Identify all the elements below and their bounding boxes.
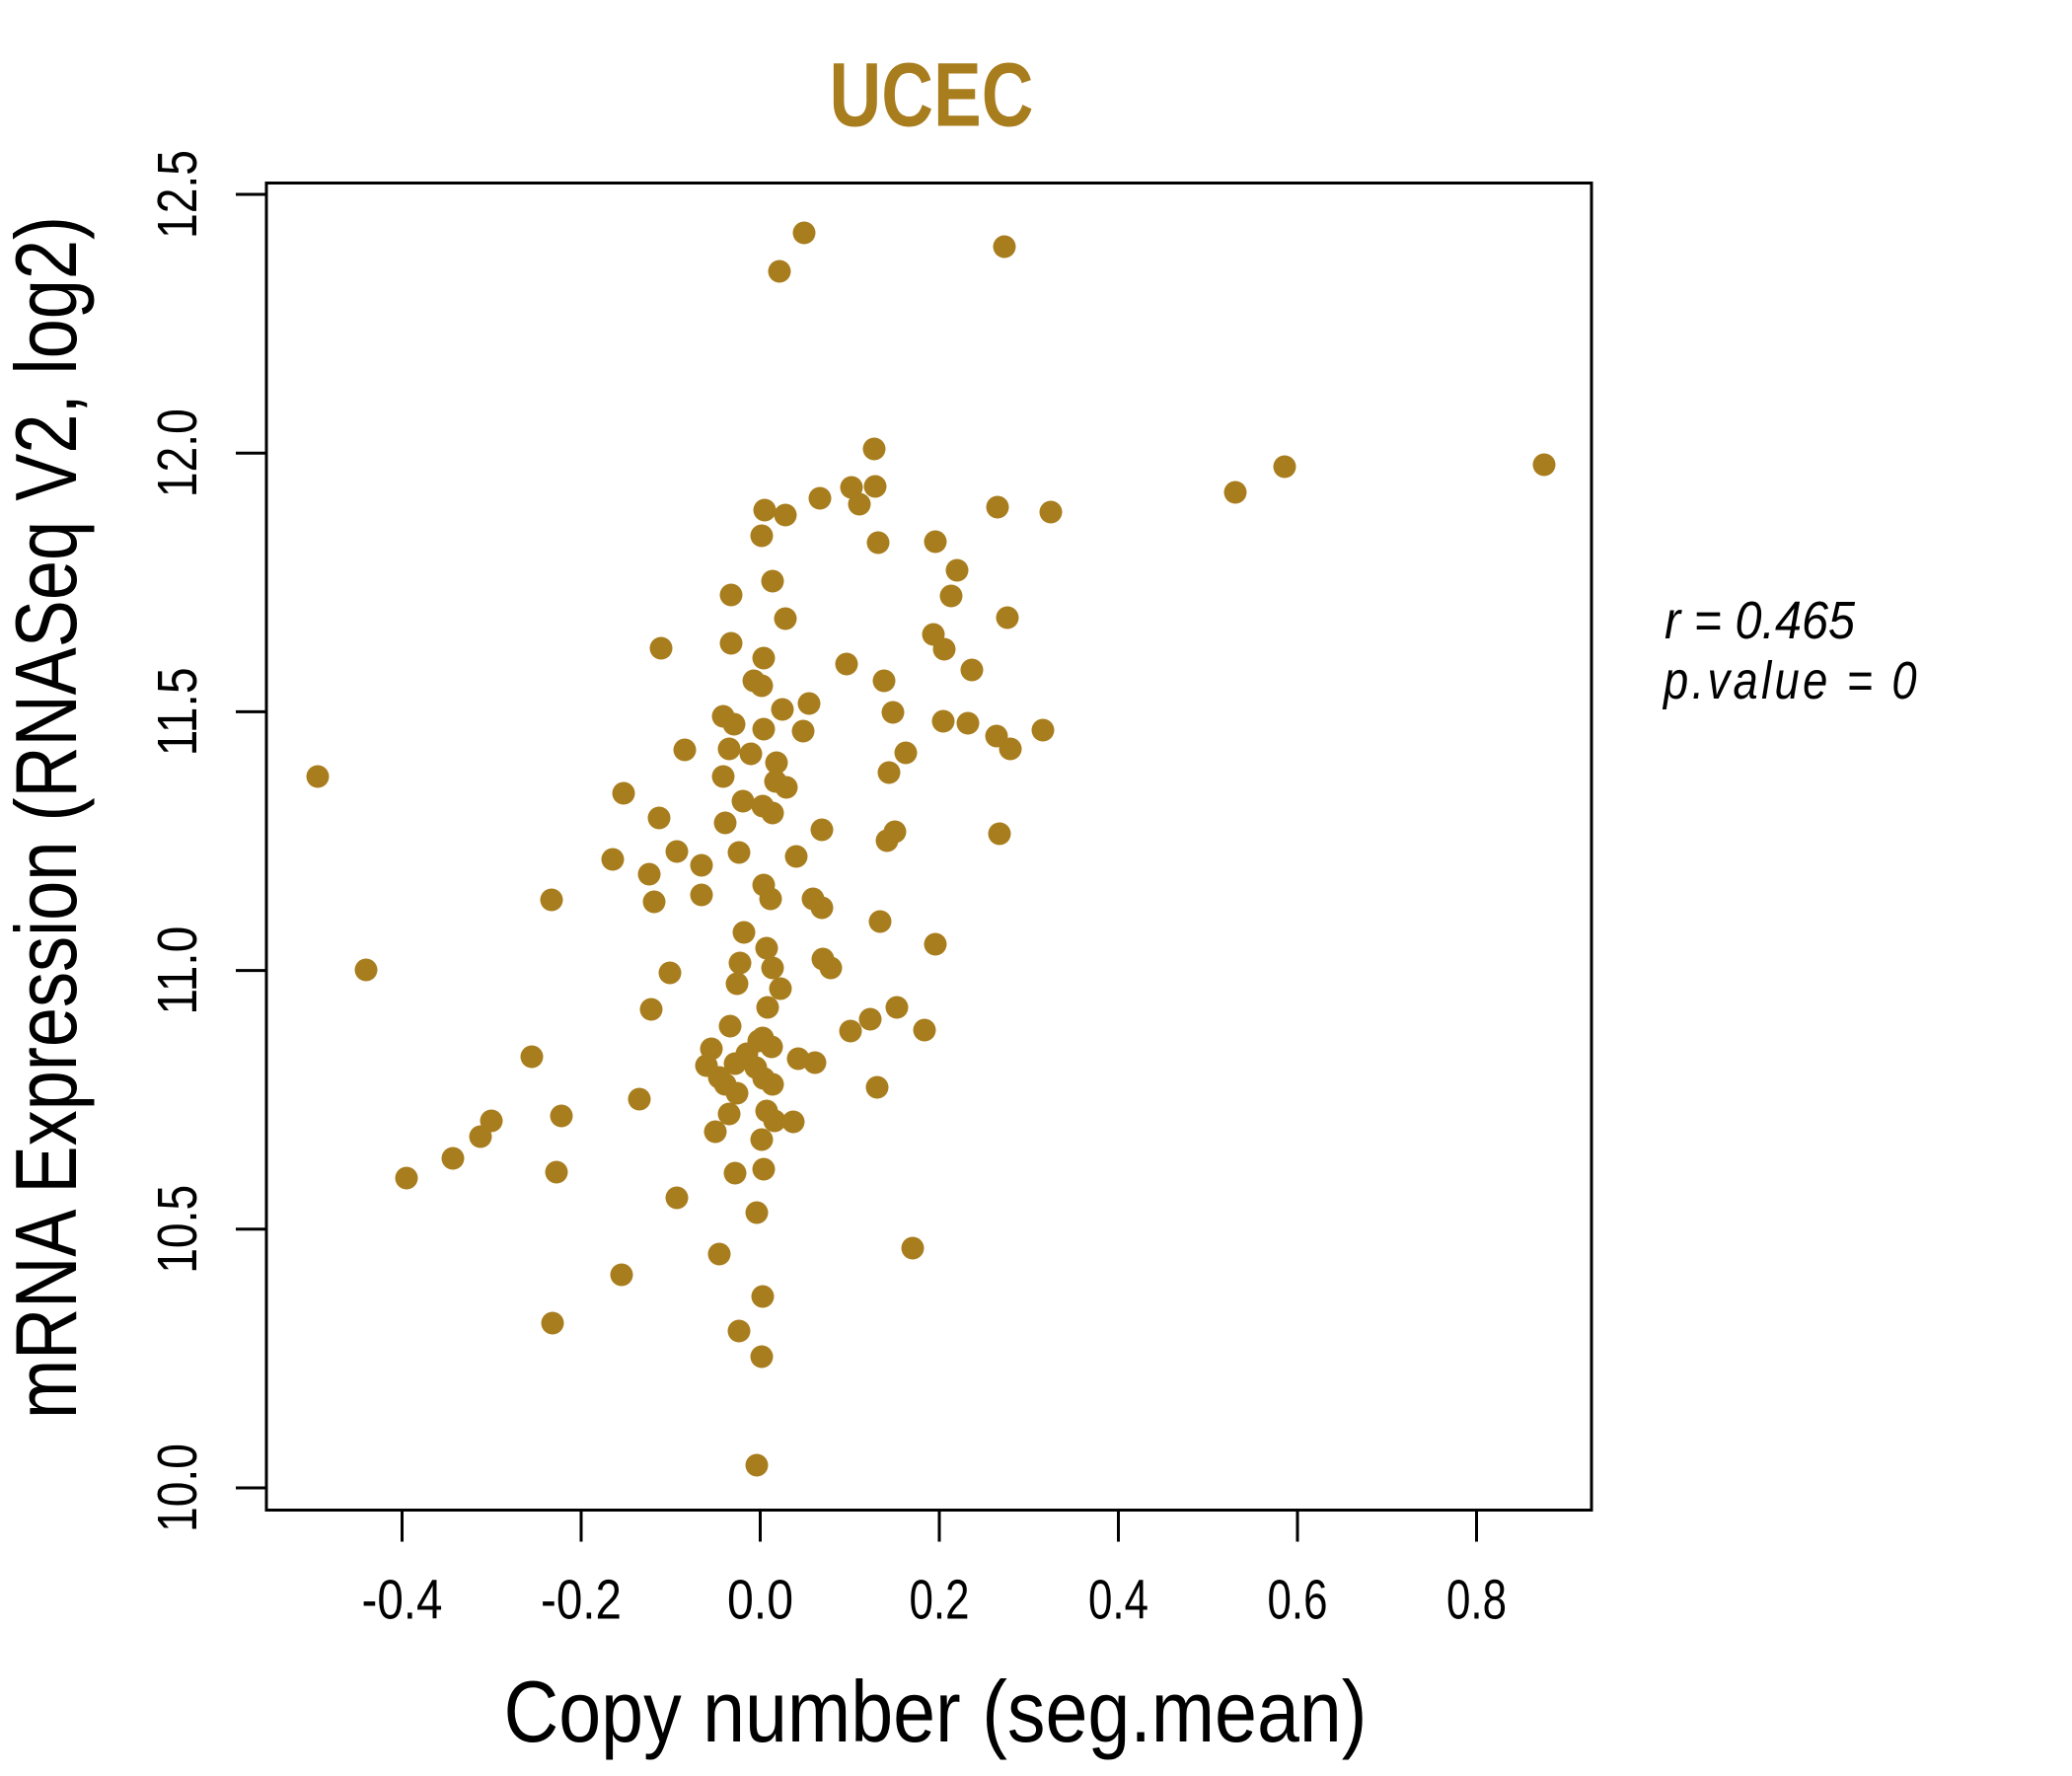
svg-text:0.8: 0.8 — [1446, 1569, 1507, 1632]
svg-text:p.value = 0: p.value = 0 — [1662, 651, 1920, 710]
svg-text:0.2: 0.2 — [910, 1569, 970, 1632]
svg-text:11.5: 11.5 — [146, 667, 209, 756]
svg-text:11.0: 11.0 — [146, 926, 209, 1015]
svg-text:0.6: 0.6 — [1268, 1569, 1328, 1632]
svg-text:12.0: 12.0 — [146, 408, 209, 497]
svg-text:0.0: 0.0 — [727, 1569, 793, 1632]
svg-text:mRNA Expression (RNASeq V2, lo: mRNA Expression (RNASeq V2, log2) — [0, 216, 95, 1419]
svg-text:UCEC: UCEC — [830, 45, 1034, 146]
svg-text:10.5: 10.5 — [146, 1185, 209, 1274]
svg-text:-0.2: -0.2 — [541, 1569, 622, 1632]
svg-text:12.5: 12.5 — [146, 150, 209, 239]
svg-text:10.0: 10.0 — [146, 1443, 209, 1532]
svg-text:-0.4: -0.4 — [362, 1569, 443, 1632]
svg-text:r = 0.465: r = 0.465 — [1665, 591, 1856, 650]
svg-text:Copy number (seg.mean): Copy number (seg.mean) — [504, 1663, 1368, 1760]
svg-text:0.4: 0.4 — [1088, 1569, 1148, 1632]
